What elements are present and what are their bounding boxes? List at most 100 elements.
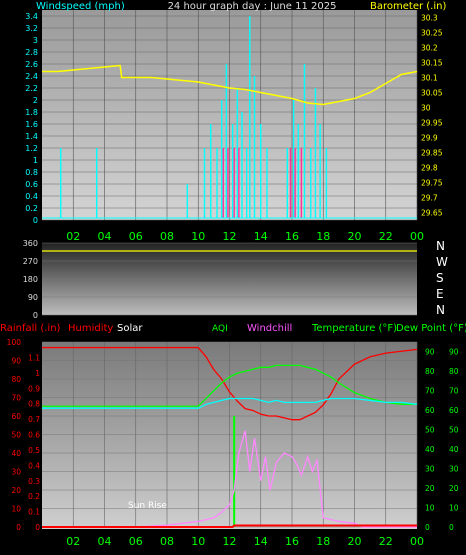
- tick-label-windspeed: 1.6: [25, 120, 38, 129]
- tick-label-humidity: 30: [11, 468, 21, 477]
- tick-label-humidity: 100: [7, 338, 22, 347]
- chart-title: 24 hour graph day : June 11 2025: [168, 1, 337, 12]
- compass-label: S: [436, 271, 444, 285]
- x-tick-label: 18: [316, 535, 330, 548]
- tick-label-windspeed: 3.4: [25, 12, 38, 21]
- tick-label-windspeed: 2.2: [25, 84, 38, 93]
- tick-label-barometer: 29.85: [421, 149, 443, 158]
- legend-temperature: Temperature (°F): [311, 323, 397, 334]
- tick-label-barometer: 29.65: [421, 209, 443, 218]
- compass-label: N: [436, 239, 445, 253]
- tick-label-humidity: 10: [11, 505, 21, 514]
- axis-label-windspeed: Windspeed (mph): [36, 1, 125, 12]
- tick-label-barometer: 30.2: [421, 44, 438, 53]
- tick-label-windspeed: 2.4: [25, 72, 38, 81]
- x-tick-label: 16: [285, 230, 299, 243]
- tick-label-rainfall: 1: [35, 369, 40, 378]
- tick-label-humidity: 70: [11, 394, 21, 403]
- compass-label: N: [436, 303, 445, 317]
- tick-label-windspeed: 2: [33, 96, 38, 105]
- tick-label-temperature: 80: [425, 367, 435, 376]
- tick-label-temperature: 40: [425, 445, 435, 454]
- x-tick-label: 04: [98, 535, 112, 548]
- tick-label-dewpoint: 10: [449, 504, 459, 513]
- tick-label-rainfall: 0: [35, 523, 40, 532]
- tick-label-rainfall: 0.6: [28, 431, 40, 440]
- tick-label-humidity: 80: [11, 375, 21, 384]
- x-tick-label: 20: [348, 535, 362, 548]
- x-tick-label: 14: [254, 535, 268, 548]
- tick-label-direction: 90: [28, 293, 38, 302]
- tick-label-dewpoint: 30: [449, 465, 459, 474]
- tick-label-dewpoint: 50: [449, 426, 459, 435]
- tick-label-barometer: 29.95: [421, 119, 443, 128]
- x-tick-label: 16: [285, 535, 299, 548]
- tick-label-windspeed: 0: [33, 216, 38, 225]
- x-tick-label: 06: [129, 230, 143, 243]
- tick-label-dewpoint: 70: [449, 387, 459, 396]
- series-temperature: [42, 364, 417, 407]
- tick-label-barometer: 29.7: [421, 194, 438, 203]
- tick-label-windspeed: 1: [33, 156, 38, 165]
- x-tick-label: 08: [160, 535, 174, 548]
- legend-dewpoint: Dew Point (°F): [396, 323, 466, 334]
- tick-label-humidity: 50: [11, 431, 21, 440]
- tick-label-rainfall: 0.2: [28, 492, 40, 501]
- tick-label-humidity: 90: [11, 357, 21, 366]
- tick-label-rainfall: 0.4: [28, 461, 40, 470]
- legend-aqi: AQI: [212, 324, 228, 334]
- tick-label-barometer: 30.15: [421, 59, 443, 68]
- tick-label-temperature: 30: [425, 465, 435, 474]
- tick-label-windspeed: 2.8: [25, 48, 38, 57]
- tick-label-direction: 0: [33, 311, 38, 320]
- x-tick-label: 04: [98, 230, 112, 243]
- x-tick-label: 02: [66, 535, 80, 548]
- series-solar: [42, 430, 417, 528]
- tick-label-windspeed: 0.2: [25, 204, 38, 213]
- tick-label-windspeed: 0.6: [25, 180, 38, 189]
- tick-label-windspeed: 3: [33, 36, 38, 45]
- tick-label-rainfall: 0.3: [28, 477, 40, 486]
- tick-label-windspeed: 1.8: [25, 108, 38, 117]
- compass-label: W: [436, 255, 448, 269]
- tick-label-windspeed: 3.2: [25, 24, 38, 33]
- tick-label-direction: 180: [23, 275, 38, 284]
- legend-rainfall: Rainfall (.in): [0, 323, 61, 334]
- tick-label-windspeed: 2.6: [25, 60, 38, 69]
- legend-windchill: Windchill: [247, 323, 292, 334]
- tick-label-temperature: 50: [425, 426, 435, 435]
- tick-label-rainfall: 0.9: [28, 384, 40, 393]
- tick-label-barometer: 30.05: [421, 89, 443, 98]
- series-rainfall: [42, 524, 417, 528]
- tick-label-barometer: 30.25: [421, 29, 443, 38]
- tick-label-rainfall: 0.1: [28, 508, 40, 517]
- tick-label-rainfall: 1.1: [28, 353, 40, 362]
- tick-label-temperature: 60: [425, 406, 435, 415]
- legend-solar: Solar: [117, 323, 143, 334]
- tick-label-humidity: 40: [11, 449, 21, 458]
- tick-label-dewpoint: 0: [449, 523, 454, 532]
- barometer-line: [42, 64, 418, 106]
- tick-label-temperature: 90: [425, 348, 435, 357]
- tick-label-humidity: 60: [11, 412, 21, 421]
- tick-label-rainfall: 0.8: [28, 400, 40, 409]
- tick-label-dewpoint: 80: [449, 367, 459, 376]
- x-tick-label: 22: [379, 535, 393, 548]
- tick-label-windspeed: 1.4: [25, 132, 38, 141]
- x-tick-label: 10: [191, 230, 205, 243]
- tick-label-barometer: 30.3: [421, 14, 438, 23]
- tick-label-humidity: 0: [16, 523, 21, 532]
- x-tick-label: 02: [66, 230, 80, 243]
- tick-label-temperature: 70: [425, 387, 435, 396]
- series-dew-point: [42, 397, 418, 409]
- tick-label-windspeed: 0.4: [25, 192, 38, 201]
- x-tick-label: 06: [129, 535, 143, 548]
- tick-label-barometer: 29.75: [421, 179, 443, 188]
- x-tick-label: 14: [254, 230, 268, 243]
- axis-label-barometer: Barometer (.in): [370, 1, 446, 12]
- tick-label-direction: 270: [23, 257, 38, 266]
- x-tick-label: 00: [410, 535, 424, 548]
- tick-label-dewpoint: 20: [449, 484, 459, 493]
